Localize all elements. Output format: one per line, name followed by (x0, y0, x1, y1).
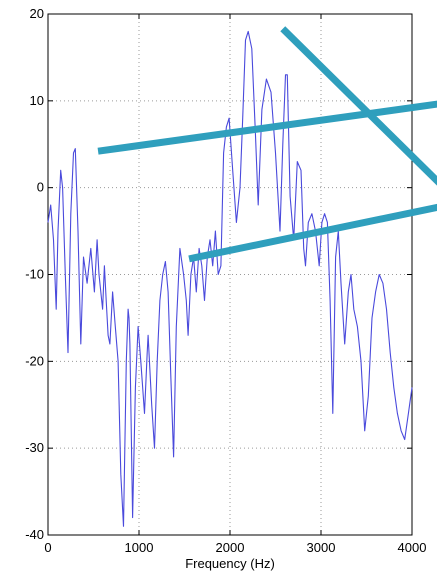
x-tick-label: 3000 (307, 540, 336, 555)
y-tick-label: 20 (30, 6, 44, 21)
annotation-overlay-lines (97, 26, 437, 263)
overlay-line-2 (188, 203, 437, 263)
overlay-line-1 (97, 100, 437, 155)
overlay-line-3 (280, 26, 437, 186)
x-tick-label: 2000 (216, 540, 245, 555)
x-tick-label: 4000 (398, 540, 427, 555)
x-axis-label: Frequency (Hz) (185, 556, 275, 571)
y-tick-label: -30 (25, 440, 44, 455)
y-tick-label: 0 (37, 180, 44, 195)
x-axis-ticks: 0 1000 2000 3000 4000 (44, 14, 426, 555)
y-tick-label: -20 (25, 353, 44, 368)
series-layer (47, 30, 413, 527)
y-axis-ticks: -40 -30 -20 -10 0 10 20 (25, 6, 412, 542)
series-line-1 (47, 30, 413, 527)
x-tick-label: 0 (44, 540, 51, 555)
y-tick-label: -10 (25, 267, 44, 282)
x-tick-label: 1000 (125, 540, 154, 555)
grid (48, 14, 412, 535)
y-tick-label: -40 (25, 527, 44, 542)
y-tick-label: 10 (30, 93, 44, 108)
